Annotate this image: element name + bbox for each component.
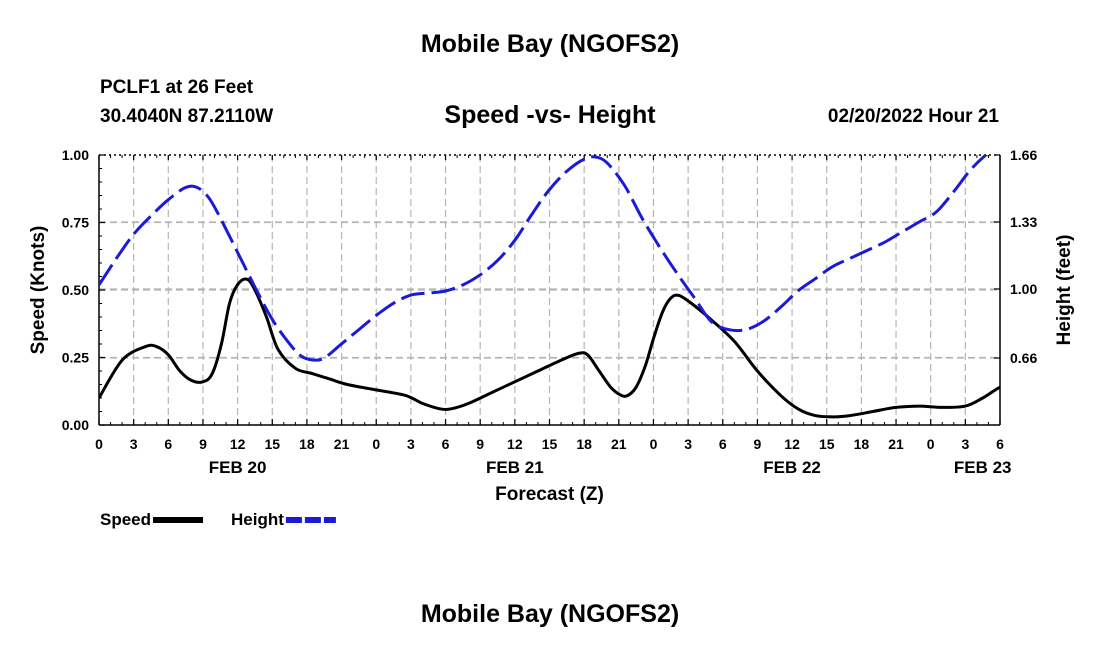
y-left-tick-label: 0.00 (62, 417, 89, 433)
series-line-speed (99, 277, 1000, 419)
y-right-tick-label: 0.66 (1010, 350, 1037, 366)
y-right-tick-label: 1.33 (1010, 214, 1037, 230)
x-tick-label: 15 (819, 436, 835, 452)
x-tick-label: 9 (199, 436, 207, 452)
x-tick-label: 15 (264, 436, 280, 452)
x-tick-label: 21 (888, 436, 904, 452)
x-tick-label: 3 (684, 436, 692, 452)
y-axis-right-title: Height (feet) (1054, 235, 1075, 346)
x-tick-label: 3 (130, 436, 138, 452)
legend-label-height: Height (231, 510, 284, 529)
x-tick-label: 0 (650, 436, 658, 452)
x-tick-label: 9 (476, 436, 484, 452)
x-tick-label: 6 (996, 436, 1004, 452)
legend-label-speed: Speed (100, 510, 151, 529)
x-date-label: FEB 21 (486, 458, 544, 477)
x-tick-label: 0 (95, 436, 103, 452)
y-left-tick-label: 0.75 (62, 215, 89, 231)
x-tick-label: 6 (164, 436, 172, 452)
x-tick-label: 3 (407, 436, 415, 452)
x-date-label: FEB 22 (763, 458, 821, 477)
x-tick-label: 18 (576, 436, 592, 452)
x-tick-label: 15 (542, 436, 558, 452)
series-group (99, 155, 1000, 419)
x-tick-label: 9 (754, 436, 762, 452)
y-right-tick-label: 1.00 (1010, 281, 1037, 297)
x-tick-label: 18 (299, 436, 315, 452)
series-line-height (99, 155, 989, 362)
y-axis-left-title: Speed (Knots) (28, 226, 49, 355)
station-label: PCLF1 at 26 Feet (100, 77, 254, 98)
forecast-datetime: 02/20/2022 Hour 21 (827, 106, 999, 127)
x-tick-label: 3 (961, 436, 969, 452)
x-tick-label: 0 (927, 436, 935, 452)
x-tick-label: 12 (784, 436, 800, 452)
x-tick-label: 12 (507, 436, 523, 452)
x-date-label: FEB 23 (954, 458, 1012, 477)
y-right-tick-label: 1.66 (1010, 147, 1037, 163)
footer-title: Mobile Bay (NGOFS2) (420, 600, 680, 628)
y-left-tick-label: 1.00 (62, 147, 89, 163)
chart-title: Mobile Bay (NGOFS2) (420, 30, 680, 58)
x-tick-label: 12 (230, 436, 246, 452)
x-tick-label: 18 (854, 436, 870, 452)
x-tick-label: 21 (611, 436, 627, 452)
x-tick-label: 0 (372, 436, 380, 452)
chart-subtitle: Speed -vs- Height (444, 101, 656, 129)
x-tick-label: 21 (334, 436, 350, 452)
x-tick-label: 6 (719, 436, 727, 452)
x-date-label: FEB 20 (209, 458, 267, 477)
y-left-tick-label: 0.25 (62, 350, 89, 366)
coordinates-label: 30.4040N 87.2110W (100, 106, 274, 127)
x-tick-label: 6 (442, 436, 450, 452)
y-left-tick-label: 0.50 (62, 282, 89, 298)
x-axis-title: Forecast (Z) (495, 484, 604, 505)
